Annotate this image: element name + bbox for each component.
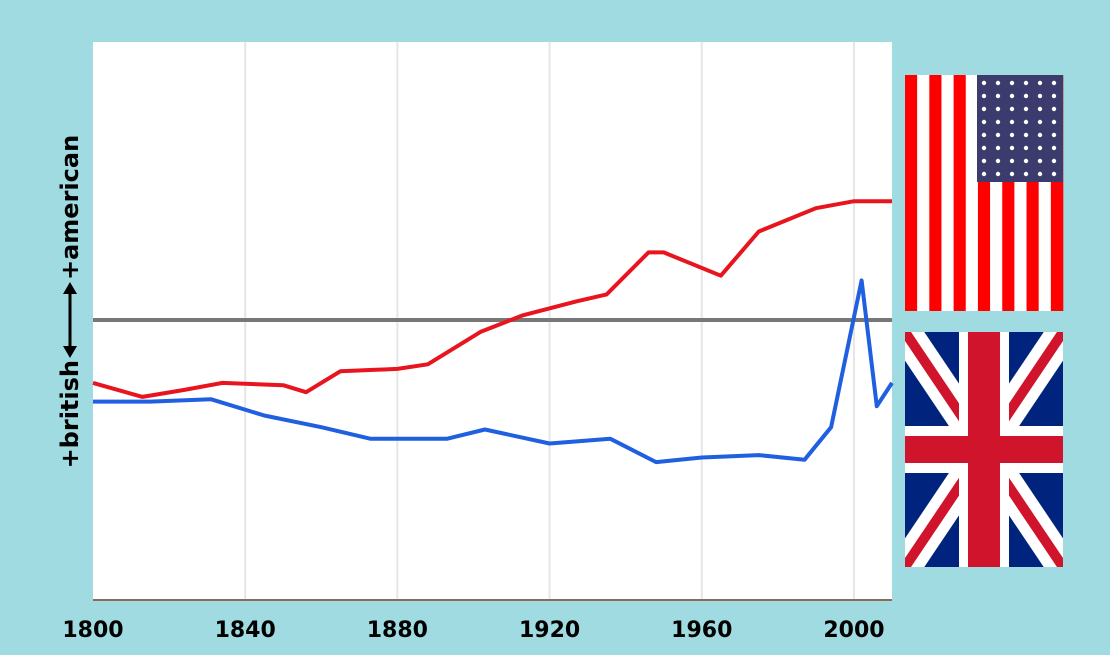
x-tick-label: 1800 [62, 618, 123, 643]
x-tick-label: 1960 [671, 618, 732, 643]
y-label-positive: +american [56, 135, 84, 280]
x-tick-label: 1920 [519, 618, 580, 643]
double-arrow-icon [63, 282, 77, 358]
y-label-negative: +british [56, 360, 84, 468]
x-tick-label: 2000 [823, 618, 884, 643]
x-tick-label: 1880 [367, 618, 428, 643]
x-tick-labels: 1800 1840 1880 1920 1960 2000 [62, 618, 884, 643]
y-axis-label: +british +american [56, 135, 84, 469]
british-series-line [93, 278, 894, 465]
series-layer [92, 199, 894, 465]
union-jack-flag-icon [905, 332, 1063, 567]
american-series-line [92, 199, 892, 399]
x-tick-label: 1840 [215, 618, 276, 643]
usa-flag-icon [905, 75, 1064, 311]
